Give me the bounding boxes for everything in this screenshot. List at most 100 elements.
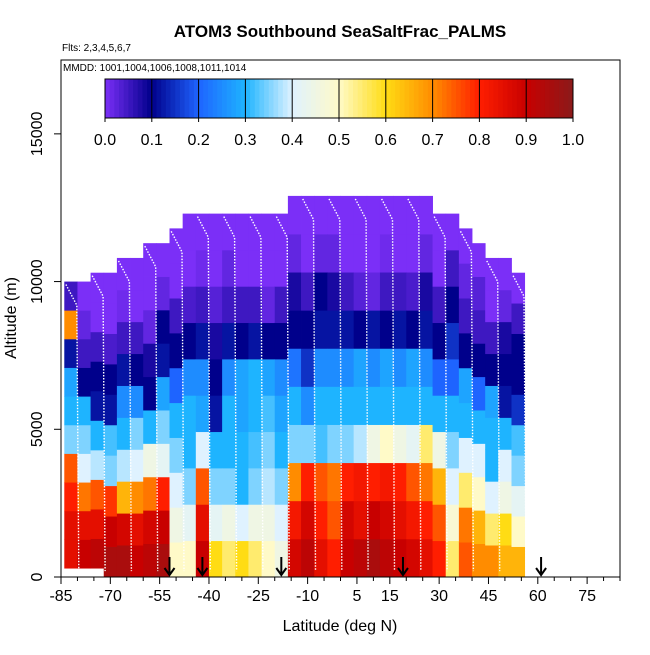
- heatmap-cell: [445, 286, 460, 324]
- heatmap-cell: [143, 343, 157, 378]
- heatmap-cell: [314, 234, 328, 273]
- heatmap-cell: [458, 472, 473, 508]
- heatmap-cell: [156, 543, 170, 577]
- heatmap-cell: [130, 513, 144, 546]
- heatmap-cell: [182, 431, 197, 469]
- colorbar-segment: [292, 79, 298, 118]
- heatmap-cell: [340, 386, 355, 425]
- heatmap-cell: [485, 321, 499, 355]
- colorbar-segment: [460, 79, 466, 118]
- heatmap-cell: [485, 481, 499, 514]
- heatmap-cell: [485, 417, 499, 450]
- heatmap-cell: [116, 513, 131, 546]
- colorbar-segment: [456, 79, 462, 118]
- colorbar-segment: [563, 79, 569, 118]
- heatmap-cell: [458, 402, 473, 438]
- x-axis-tick-label: 15: [381, 588, 399, 605]
- heatmap-cell: [195, 504, 210, 542]
- heatmap-cell: [485, 257, 499, 291]
- heatmap-cell: [327, 348, 341, 387]
- x-axis-tick-label: -70: [99, 588, 122, 605]
- heatmap-cell: [314, 348, 328, 387]
- colorbar-segment: [348, 79, 354, 118]
- heatmap-cell: [432, 540, 447, 577]
- heatmap-cell: [314, 386, 328, 425]
- heatmap-cell: [406, 272, 420, 311]
- heatmap-cell: [169, 228, 184, 264]
- heatmap-cell: [222, 213, 236, 251]
- heatmap-cell: [169, 507, 184, 543]
- arrow-marker-head: [535, 567, 547, 577]
- heatmap-cell: [498, 353, 512, 386]
- heatmap-cell: [458, 228, 473, 264]
- heatmap-cell: [182, 249, 197, 287]
- heatmap-cell: [182, 504, 197, 542]
- heatmap-cell: [143, 309, 157, 344]
- heatmap-cell: [77, 396, 91, 426]
- heatmap-cell: [353, 234, 368, 273]
- heatmap-cell: [485, 289, 499, 323]
- heatmap-cell: [287, 234, 302, 273]
- heatmap-cell: [169, 542, 184, 577]
- colorbar-segment: [544, 79, 551, 118]
- heatmap-cell: [130, 545, 144, 577]
- heatmap-cell: [90, 272, 105, 303]
- heatmap-cell: [261, 358, 276, 396]
- heatmap-cell: [406, 310, 420, 349]
- colorbar-segment: [226, 79, 232, 118]
- colorbar-segment: [413, 79, 420, 118]
- heatmap-cell: [143, 476, 157, 511]
- heatmap-cell: [235, 249, 249, 287]
- heatmap-cell: [90, 449, 105, 480]
- colorbar-tick-label: 1.0: [562, 132, 584, 149]
- x-axis-tick-label: -10: [296, 588, 319, 605]
- heatmap-cell: [432, 358, 447, 396]
- heatmap-cell: [287, 310, 302, 349]
- heatmap-cell: [208, 213, 223, 251]
- heatmap-cell: [261, 431, 276, 469]
- colorbar-tick-label: 0.3: [234, 132, 256, 149]
- x-axis-tick-label: 30: [430, 588, 448, 605]
- heatmap-cell: [156, 410, 170, 444]
- heatmap-cell: [472, 510, 486, 545]
- x-axis-tick-label: 75: [578, 588, 596, 605]
- heatmap-cell: [182, 213, 197, 251]
- colorbar-segment: [217, 79, 223, 118]
- heatmap-cell: [314, 195, 328, 235]
- colorbar-segment: [339, 79, 345, 118]
- heatmap-cell: [169, 298, 184, 334]
- heatmap-cell: [366, 462, 381, 502]
- heatmap-cell: [274, 431, 289, 469]
- y-axis-tick-label: 10000: [29, 259, 46, 304]
- heatmap-cell: [248, 395, 262, 433]
- colorbar-segment: [156, 79, 162, 118]
- heatmap-cell: [130, 321, 144, 355]
- colorbar-segment: [329, 79, 335, 118]
- heatmap-cell: [511, 546, 526, 577]
- heatmap-cell: [287, 386, 302, 425]
- heatmap-cell: [445, 249, 460, 287]
- colorbar-segment: [418, 79, 424, 118]
- heatmap-cell: [340, 195, 355, 235]
- heatmap-cell: [393, 386, 407, 425]
- heatmap-cell: [301, 310, 315, 349]
- colorbar-segment: [310, 79, 317, 118]
- heatmap-cell: [340, 500, 355, 540]
- heatmap-cell: [301, 500, 315, 540]
- heatmap-cell: [143, 410, 157, 444]
- heatmap-cell: [248, 249, 262, 287]
- colorbar-segment: [409, 79, 415, 118]
- colorbar-segment: [390, 79, 396, 118]
- colorbar-segment: [315, 79, 321, 118]
- heatmap-cell: [327, 272, 341, 311]
- heatmap-cell: [445, 395, 460, 433]
- colorbar-segment: [114, 79, 120, 118]
- heatmap-cell: [379, 538, 394, 577]
- heatmap-cell: [261, 504, 276, 542]
- heatmap-cell: [366, 386, 381, 425]
- heatmap-cell: [379, 272, 394, 311]
- heatmap-cell: [248, 504, 262, 542]
- heatmap-cell: [208, 540, 223, 577]
- heatmap-cell: [182, 395, 197, 433]
